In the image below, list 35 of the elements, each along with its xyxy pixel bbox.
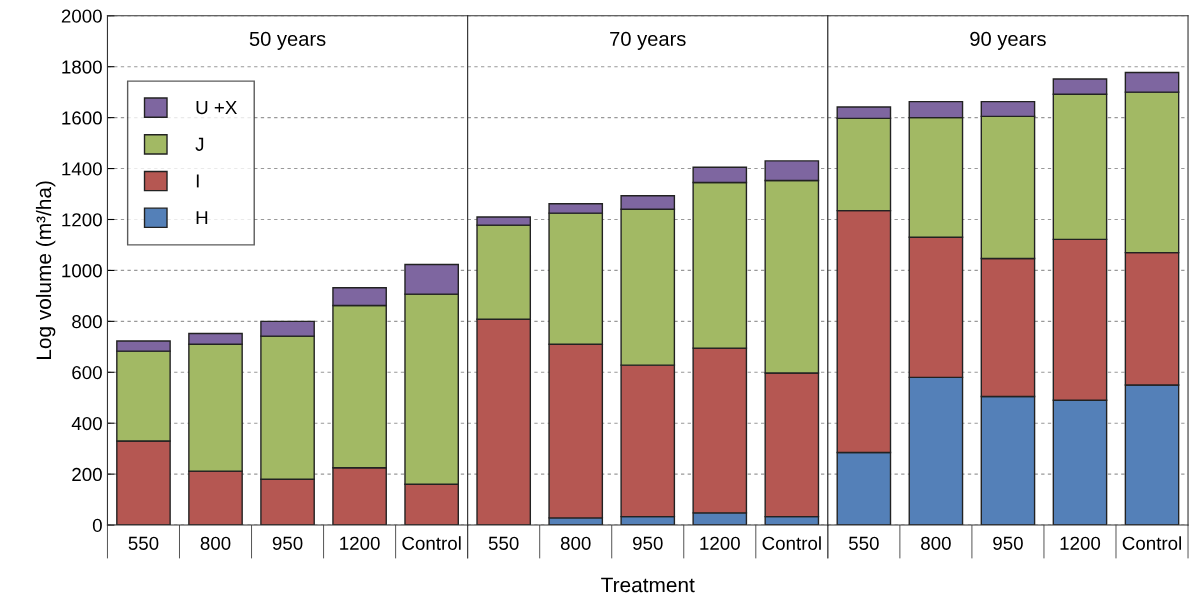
x-tick-label: Control [762,536,821,550]
y-tick-label: 1600 [62,111,102,125]
x-tick-label: 800 [560,536,591,550]
y-tick-label: 1000 [62,264,102,278]
x-tick-label: 550 [848,536,879,550]
x-tick-label: 950 [272,536,303,550]
x-tick-label: 550 [488,536,519,550]
legend-label: J [195,137,204,151]
x-tick-label: 950 [632,536,663,550]
y-tick-label: 0 [92,518,102,533]
text: 50 years [249,31,326,50]
x-tick-label: 550 [128,536,159,550]
y-tick-label: 400 [71,416,102,431]
y-axis-title: Log volume (m³/ha) [35,181,56,360]
legend-label: H [196,211,208,225]
x-tick-label: 800 [921,536,951,550]
y-tick-label: 1400 [62,162,102,176]
x-tick-label: 1200 [340,536,380,550]
y-tick-label: 1800 [62,60,102,74]
x-tick-label: 950 [993,536,1023,550]
x-tick-label: 1200 [700,536,740,550]
legend-label: U +X [196,101,237,115]
x-tick-label: Control [402,536,461,550]
y-tick-label: 1200 [62,213,102,227]
legend-label: I [196,174,199,188]
y-tick-label: 800 [72,315,102,329]
text: 70 years [610,31,686,50]
y-tick-label: 2000 [61,9,102,23]
y-tick-label: 600 [72,365,102,380]
x-tick-label: 800 [200,536,231,550]
x-tick-label: 1200 [1060,536,1101,550]
x-tick-label: Control [1122,536,1181,550]
y-tick-label: 200 [72,467,102,482]
x-axis-title: Treatment [601,577,695,593]
text: 90 years [970,31,1046,50]
